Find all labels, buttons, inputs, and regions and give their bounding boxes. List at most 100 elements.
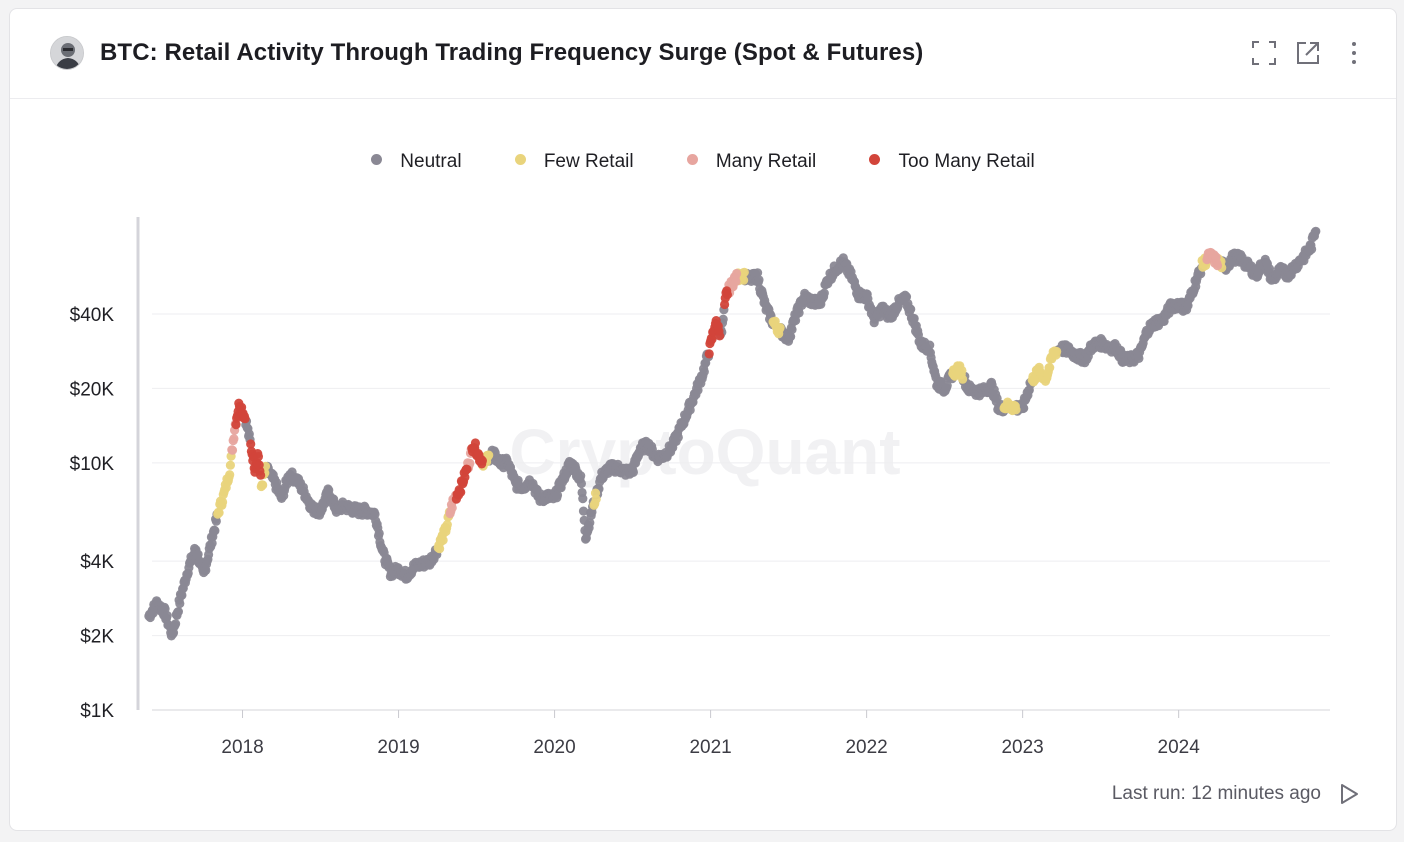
legend-dot-neutral (371, 154, 383, 166)
point-many-retail (1212, 261, 1223, 271)
legend-item-few-retail[interactable]: Few Retail (514, 151, 634, 173)
chart-legend: Neutral Few Retail Many Retail Too Many … (10, 151, 1396, 173)
x-tick-label: 2021 (689, 737, 731, 758)
point-neutral (819, 288, 829, 298)
more-vertical-icon[interactable] (1340, 39, 1368, 67)
point-few-retail (957, 365, 967, 376)
point-neutral (578, 494, 588, 504)
y-tick-label: $10K (70, 454, 115, 475)
legend-label-neutral: Neutral (400, 151, 462, 172)
point-few-retail (775, 323, 785, 333)
point-few-retail (739, 275, 749, 285)
chart-card: BTC: Retail Activity Through Trading Fre… (9, 8, 1397, 831)
point-few-retail (1011, 405, 1021, 415)
point-too-many-retail (240, 414, 250, 424)
point-too-many-retail (462, 464, 472, 474)
point-few-retail (739, 267, 749, 277)
x-tick-label: 2018 (221, 737, 263, 758)
point-too-many-retail (460, 472, 470, 482)
x-tick-label: 2020 (533, 737, 575, 758)
point-neutral (585, 518, 595, 528)
point-few-retail (438, 535, 448, 545)
point-neutral (578, 506, 589, 516)
point-neutral (552, 490, 563, 500)
legend-item-many-retail[interactable]: Many Retail (686, 151, 817, 173)
page-title: BTC: Retail Activity Through Trading Fre… (100, 39, 924, 66)
point-neutral (1307, 244, 1317, 254)
avatar[interactable] (50, 36, 84, 70)
point-neutral (699, 367, 709, 377)
point-few-retail (442, 520, 452, 530)
legend-dot-too-many-retail (869, 154, 881, 166)
point-few-retail (218, 497, 228, 507)
point-neutral (173, 607, 183, 617)
point-too-many-retail (707, 334, 717, 344)
open-external-icon[interactable] (1294, 39, 1322, 67)
legend-label-too-many-retail: Too Many Retail (898, 151, 1035, 172)
point-neutral (925, 340, 935, 350)
point-too-many-retail (456, 487, 466, 497)
legend-dot-few-retail (514, 154, 526, 166)
point-few-retail (225, 460, 235, 470)
grid-lines (152, 313, 1330, 637)
legend-item-neutral[interactable]: Neutral (371, 151, 462, 173)
point-few-retail (591, 494, 601, 504)
x-tick-label: 2024 (1158, 737, 1201, 758)
point-neutral (942, 381, 952, 391)
axes: $1K $2K $4K $10K $20K $40K 2018 2019 2020 2021 202… (70, 217, 1330, 758)
point-too-many-retail (722, 290, 733, 300)
point-neutral (673, 432, 683, 442)
point-few-retail (435, 544, 445, 554)
point-neutral (211, 516, 221, 526)
point-neutral (787, 325, 797, 335)
point-neutral (753, 268, 763, 278)
point-neutral (576, 471, 586, 481)
x-tick-label: 2022 (845, 737, 887, 758)
point-neutral (786, 332, 796, 342)
fullscreen-icon[interactable] (1250, 39, 1278, 67)
point-few-retail (958, 374, 968, 384)
point-many-retail (731, 276, 741, 287)
y-tick-label: $2K (80, 627, 114, 648)
point-neutral (193, 549, 203, 559)
point-too-many-retail (715, 331, 725, 341)
legend-item-too-many-retail[interactable]: Too Many Retail (869, 151, 1035, 173)
point-neutral (1311, 226, 1321, 236)
point-neutral (754, 275, 764, 285)
legend-dot-many-retail (686, 154, 698, 166)
point-too-many-retail (246, 439, 256, 449)
point-few-retail (1052, 346, 1062, 357)
point-few-retail (225, 470, 235, 480)
point-too-many-retail (256, 470, 266, 480)
y-tick-label: $4K (80, 552, 114, 573)
legend-label-many-retail: Many Retail (715, 151, 817, 172)
point-many-retail (227, 445, 238, 455)
point-many-retail (229, 434, 239, 444)
point-too-many-retail (477, 456, 487, 466)
legend-label-few-retail: Few Retail (543, 151, 634, 172)
point-neutral (171, 619, 181, 629)
point-few-retail (214, 508, 224, 518)
data-points (144, 226, 1321, 641)
point-neutral (794, 308, 804, 318)
y-tick-label: $40K (70, 305, 115, 326)
point-few-retail (258, 480, 268, 490)
point-neutral (906, 304, 916, 314)
point-too-many-retail (470, 438, 480, 448)
point-neutral (374, 528, 384, 539)
play-icon[interactable] (1338, 782, 1360, 806)
point-too-many-retail (253, 452, 263, 462)
point-few-retail (484, 450, 494, 460)
point-neutral (370, 509, 380, 519)
point-neutral (576, 478, 587, 489)
point-too-many-retail (704, 349, 714, 359)
card-header: BTC: Retail Activity Through Trading Fre… (10, 9, 1396, 99)
point-neutral (628, 467, 639, 477)
point-neutral (175, 598, 185, 609)
y-tick-label: $20K (70, 379, 115, 400)
last-run-status: Last run: 12 minutes ago (1111, 783, 1321, 804)
y-tick-label: $1K (80, 701, 114, 722)
point-neutral (162, 610, 172, 621)
point-neutral (718, 314, 728, 324)
